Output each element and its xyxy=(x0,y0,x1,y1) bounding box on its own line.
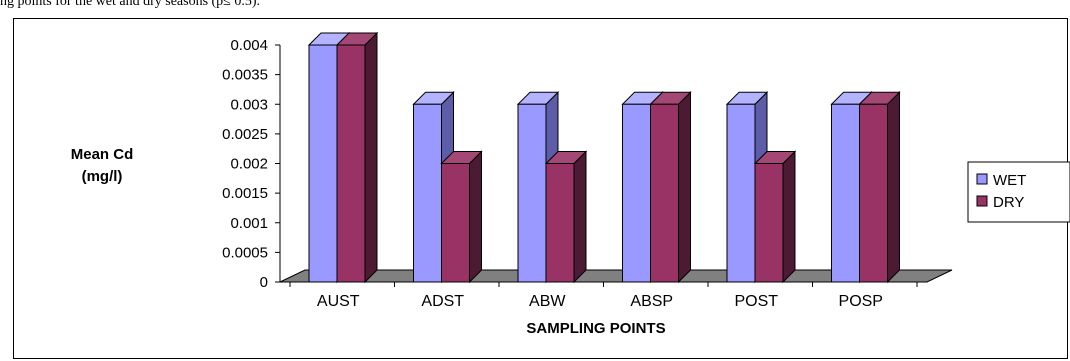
bar-dry-aust xyxy=(335,31,379,284)
caption-fragment: ng points for the wet and dry seasons (p… xyxy=(0,0,261,9)
bar-side-face xyxy=(364,31,378,284)
bar-front-face xyxy=(650,103,679,283)
legend-swatch-dry xyxy=(976,195,988,207)
y-tick-label: 0.0005 xyxy=(222,244,268,261)
bar-front-face xyxy=(336,44,366,283)
bar-dry-absp xyxy=(649,91,692,284)
legend-label-wet: WET xyxy=(993,172,1026,189)
bar-front-face xyxy=(517,103,547,283)
bar-front-face xyxy=(622,103,651,283)
bar-front-face xyxy=(413,103,442,283)
y-tick-label: 0.0025 xyxy=(222,126,268,143)
y-tick-label: 0 xyxy=(260,274,268,291)
x-axis-title: SAMPLING POINTS xyxy=(526,320,665,337)
y-axis-title-line1: Mean Cd xyxy=(71,146,134,163)
bar-side-face xyxy=(782,150,796,284)
bar-front-face xyxy=(726,103,756,283)
bar-front-face xyxy=(441,163,470,283)
bar-dry-adst xyxy=(440,150,483,284)
bar-front-face xyxy=(545,163,575,283)
x-tick-label: ABSP xyxy=(630,293,673,310)
x-tick-label: ABW xyxy=(529,293,566,310)
x-tick-label: POST xyxy=(734,293,778,310)
legend-swatch-wet xyxy=(976,173,988,185)
y-tick-label: 0.0015 xyxy=(222,185,268,202)
bar-front-face xyxy=(754,163,784,283)
x-tick-label: POSP xyxy=(839,293,883,310)
legend-label-dry: DRY xyxy=(993,194,1024,211)
legend: WET DRY xyxy=(967,161,1070,223)
x-tick-label: AUST xyxy=(317,293,360,310)
x-tick-label: ADST xyxy=(421,293,464,310)
y-tick-label: 0.0035 xyxy=(222,67,268,84)
y-tick-label: 0.002 xyxy=(230,156,268,173)
bar-front-face xyxy=(859,103,888,283)
bar-side-face xyxy=(573,150,587,284)
y-tick-label: 0.001 xyxy=(230,215,268,232)
bar-dry-post xyxy=(753,150,797,284)
bar-side-face xyxy=(469,150,482,284)
bar-side-face xyxy=(887,91,900,284)
y-axis-title-line2: (mg/l) xyxy=(82,168,123,185)
legend-box xyxy=(967,161,1070,223)
bar-dry-posp xyxy=(858,91,901,284)
bar-dry-abw xyxy=(544,150,588,284)
bar-front-face xyxy=(831,103,860,283)
y-tick-label: 0.003 xyxy=(230,96,268,113)
y-tick-label: 0.004 xyxy=(230,37,268,54)
bar-front-face xyxy=(308,44,338,283)
bar-side-face xyxy=(678,91,691,284)
